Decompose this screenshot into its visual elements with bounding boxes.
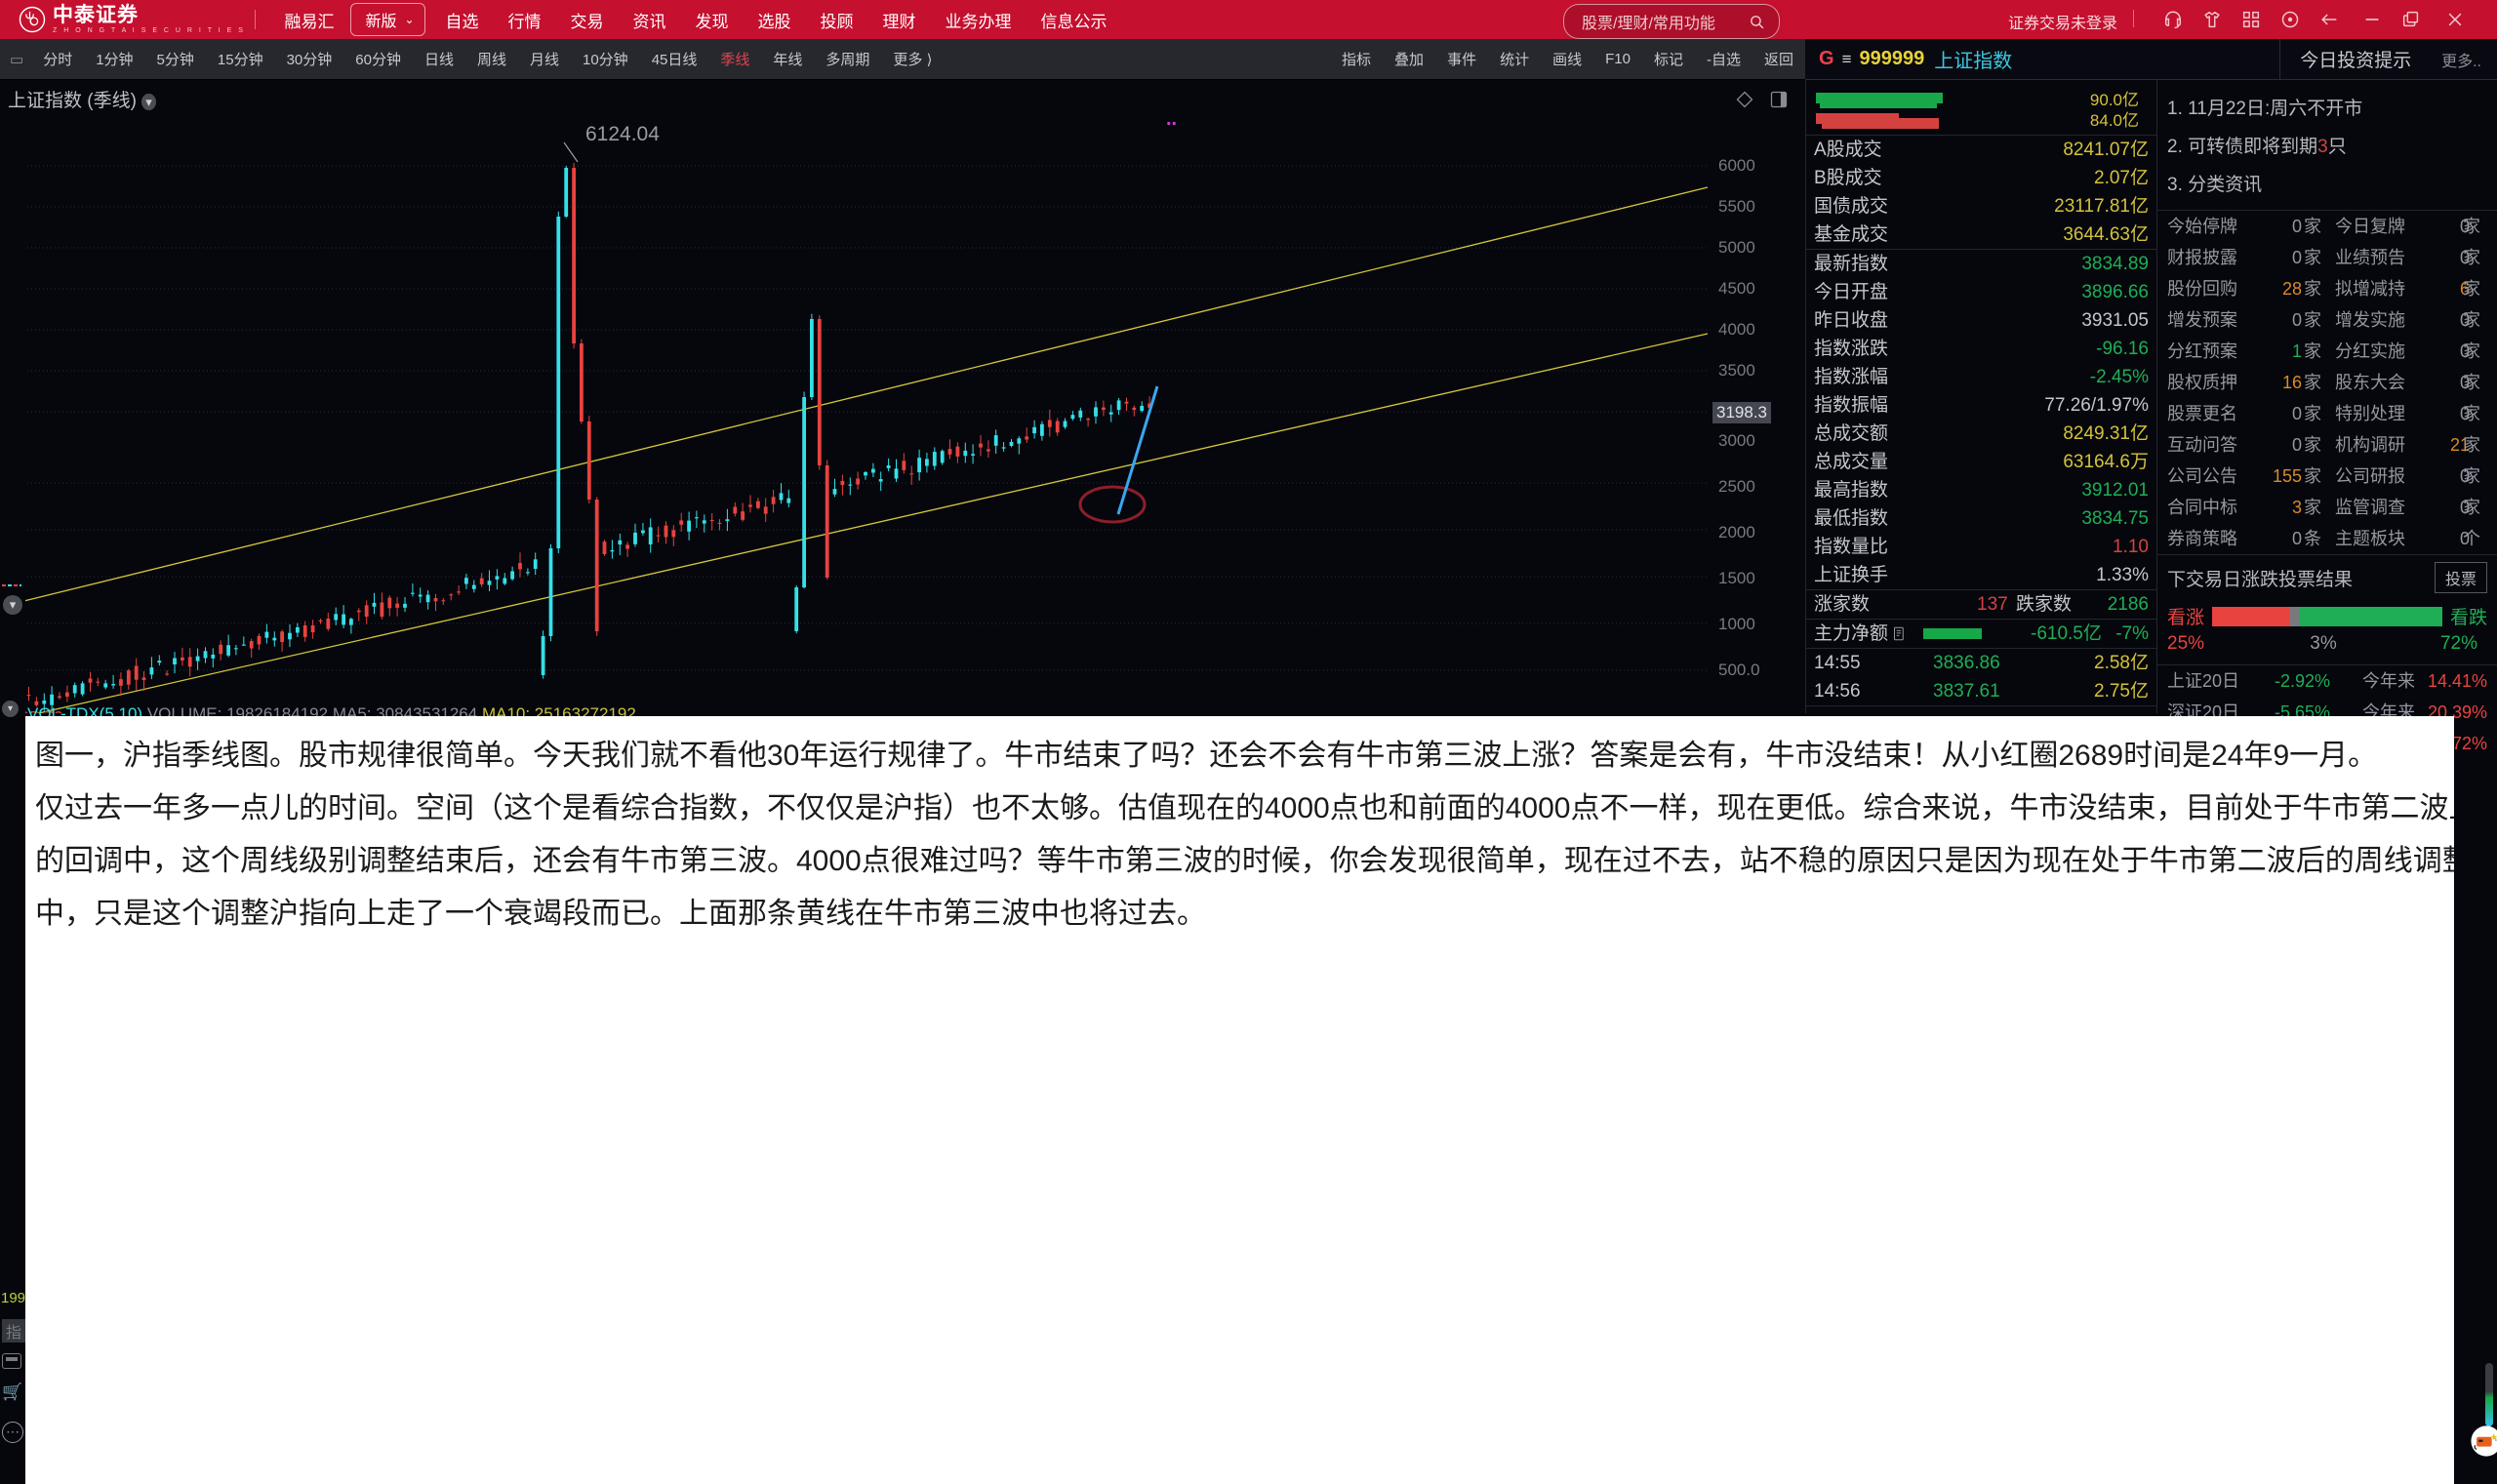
svg-text:6124.04: 6124.04 xyxy=(585,123,660,145)
svg-text:..: .. xyxy=(1166,108,1177,130)
